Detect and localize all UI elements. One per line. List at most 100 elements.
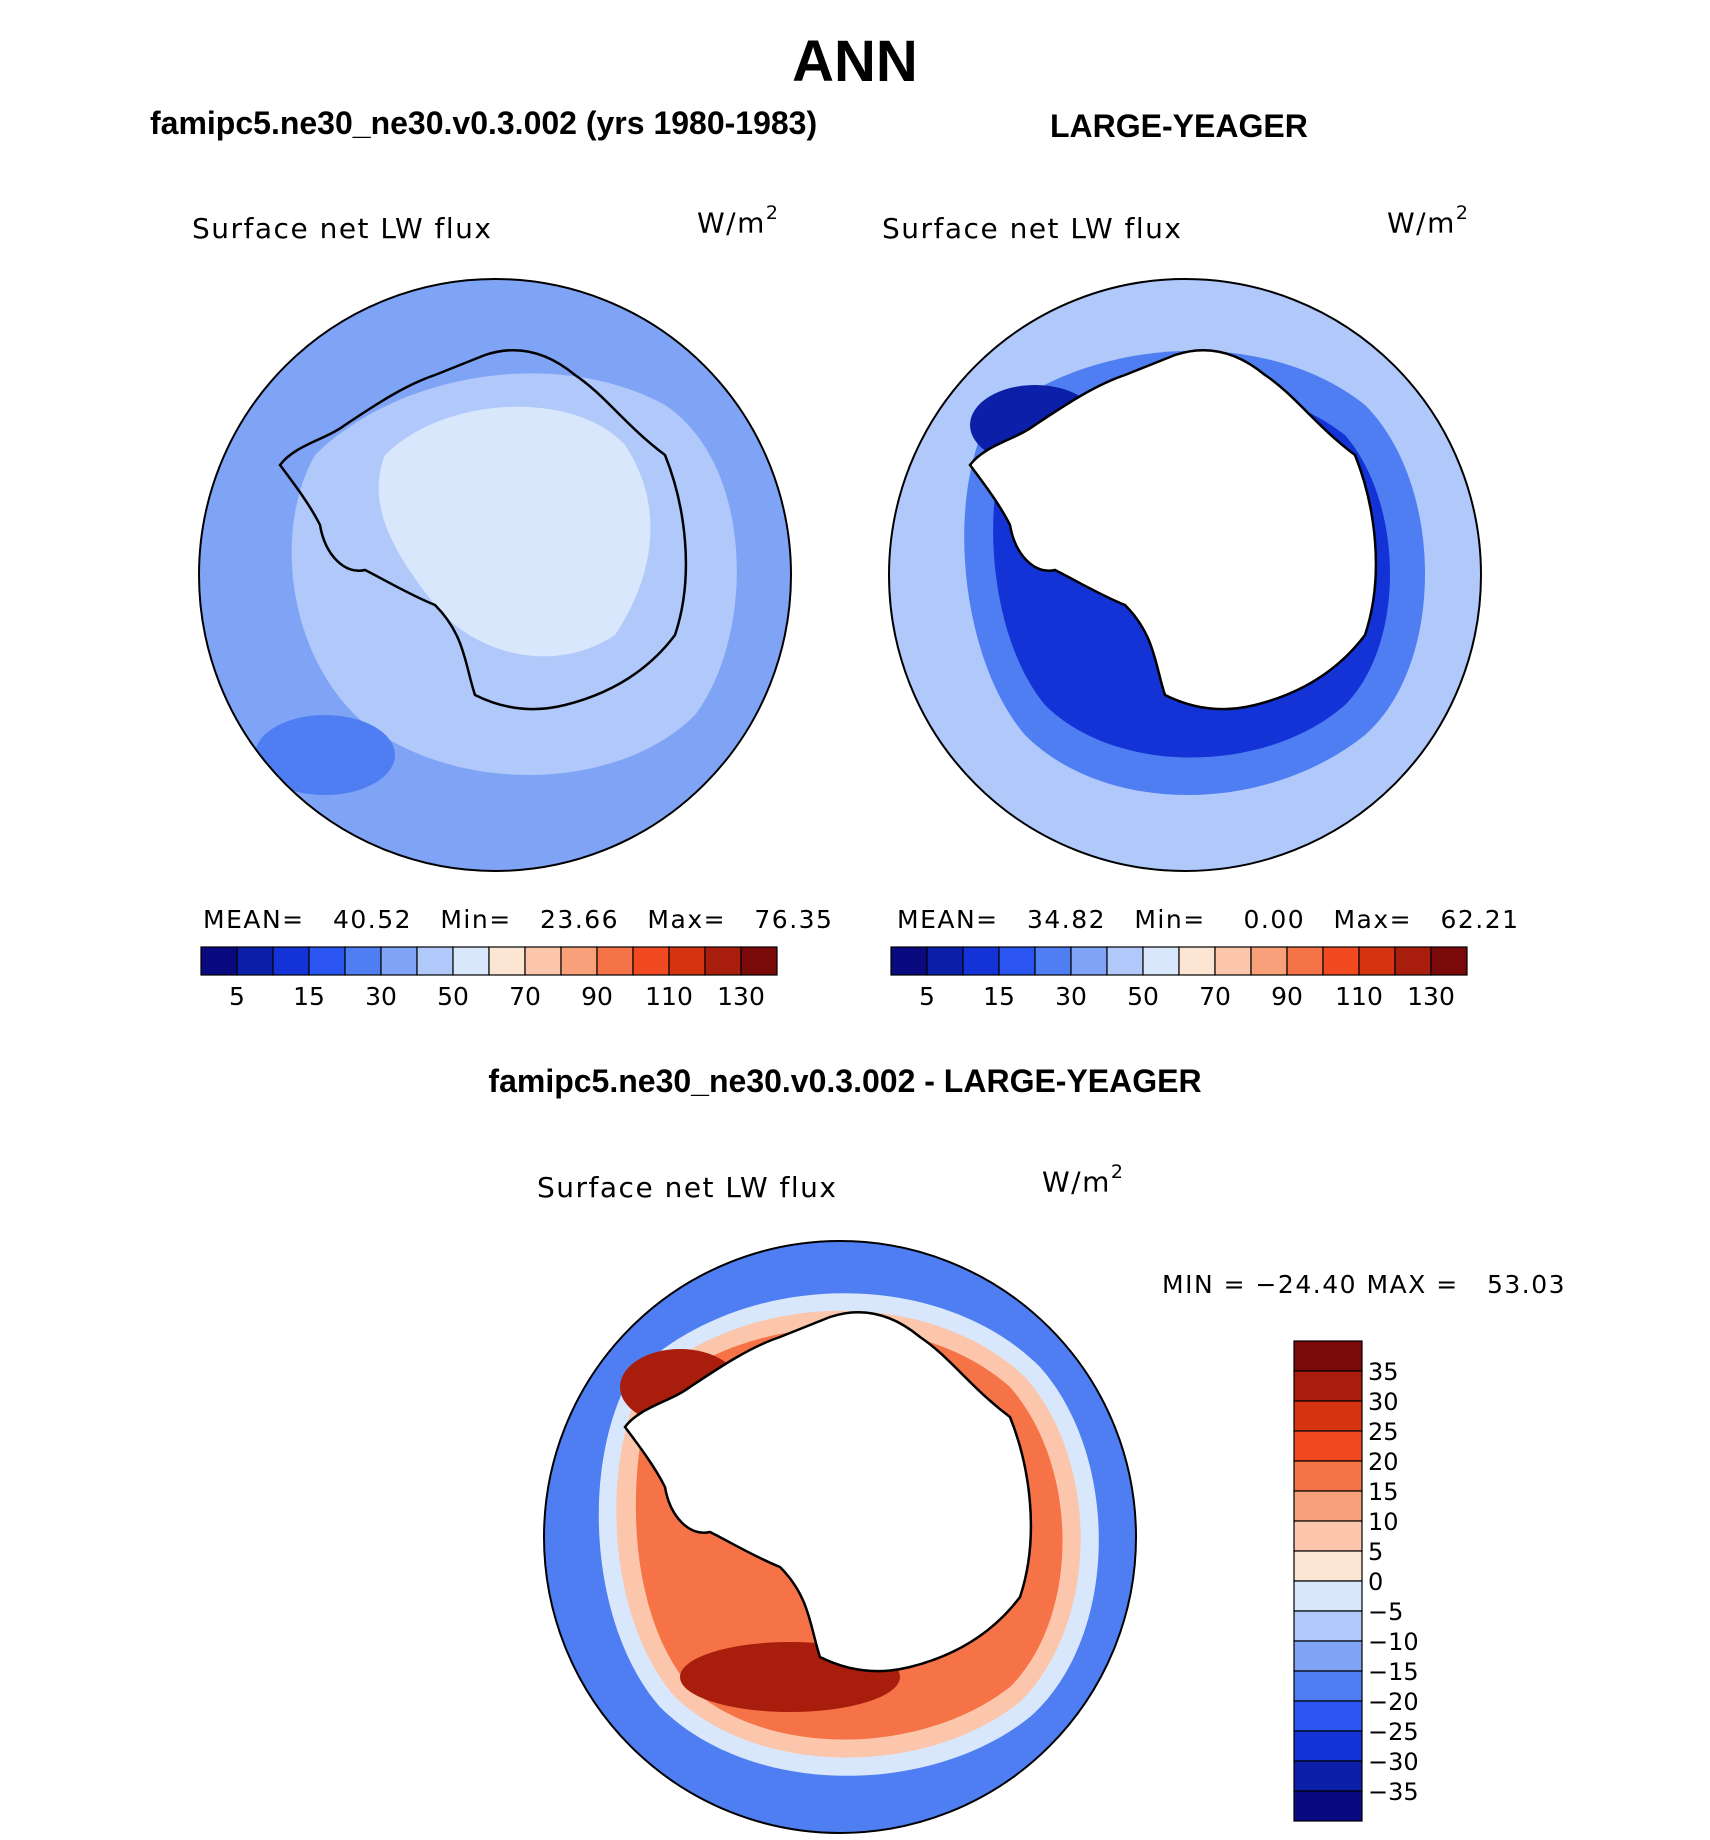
difference-colorbar-tick-label: 10 — [1368, 1508, 1399, 1536]
difference-colorbar-swatch — [1293, 1550, 1363, 1582]
difference-colorbar-swatch — [1293, 1640, 1363, 1672]
model-colorbar-tick-label: 110 — [645, 982, 693, 1011]
obs-colorbar-tick-label: 15 — [983, 982, 1015, 1011]
panel-2-heading: LARGE-YEAGER — [1050, 108, 1308, 144]
obs-map-border — [888, 278, 1482, 872]
difference-colorbar-swatch — [1293, 1670, 1363, 1702]
difference-colorbar-tick-label: −30 — [1368, 1748, 1419, 1776]
obs-colorbar-swatch — [1358, 946, 1396, 976]
model-colorbar-swatch — [236, 946, 274, 976]
obs-colorbar-tick-label: 70 — [1199, 982, 1231, 1011]
model-colorbar-swatch — [488, 946, 526, 976]
model-colorbar-tick-label: 5 — [229, 982, 245, 1011]
difference-colorbar-tick-label: 5 — [1368, 1538, 1383, 1566]
model-colorbar-swatch — [200, 946, 238, 976]
model-colorbar-swatch — [452, 946, 490, 976]
difference-colorbar-swatch — [1293, 1460, 1363, 1492]
difference-colorbar-tick-label: 25 — [1368, 1418, 1399, 1446]
model-colorbar-swatch — [560, 946, 598, 976]
obs-colorbar-swatch — [890, 946, 928, 976]
obs-colorbar-swatch — [1214, 946, 1252, 976]
obs-colorbar-swatch — [1394, 946, 1432, 976]
model-colorbar: 5 15 30 50 70 90 110 130 — [200, 946, 778, 1011]
difference-colorbar-tick-label: 30 — [1368, 1388, 1399, 1416]
model-colorbar-swatch — [524, 946, 562, 976]
panel-3-heading: famipc5.ne30_ne30.v0.3.002 - LARGE-YEAGE… — [488, 1063, 1202, 1099]
difference-colorbar-tick-label: 35 — [1368, 1358, 1399, 1386]
difference-colorbar-tick-label: 20 — [1368, 1448, 1399, 1476]
obs-colorbar-swatch — [1142, 946, 1180, 976]
difference-colorbar-swatch — [1293, 1400, 1363, 1432]
model-colorbar-swatch — [416, 946, 454, 976]
difference-colorbar-tick-label: −10 — [1368, 1628, 1419, 1656]
diff-map-border — [543, 1240, 1137, 1834]
model-colorbar-swatch — [632, 946, 670, 976]
difference-colorbar-swatch — [1293, 1580, 1363, 1612]
difference-colorbar-swatch — [1293, 1490, 1363, 1522]
obs-colorbar: 5 15 30 50 70 90 110 130 — [890, 946, 1468, 1011]
difference-colorbar-swatch — [1293, 1700, 1363, 1732]
obs-land-mask — [970, 350, 1376, 710]
diff-land-mask — [625, 1312, 1031, 1672]
model-colorbar-swatch — [272, 946, 310, 976]
panel-2-variable-label: Surface net LW flux — [882, 212, 1183, 245]
difference-colorbar-swatch — [1293, 1370, 1363, 1402]
difference-colorbar-tick-label: 15 — [1368, 1478, 1399, 1506]
obs-colorbar-swatch — [1250, 946, 1288, 976]
obs-colorbar-swatch — [1430, 946, 1468, 976]
model-colorbar-swatch — [344, 946, 382, 976]
difference-colorbar-tick-label: −20 — [1368, 1688, 1419, 1716]
model-colorbar-swatch — [380, 946, 418, 976]
panel-1-stats: MEAN= 40.52 Min= 23.66 Max= 76.35 — [203, 905, 834, 934]
obs-colorbar-tick-label: 90 — [1271, 982, 1303, 1011]
obs-colorbar-tick-label: 30 — [1055, 982, 1087, 1011]
difference-colorbar-tick-label: −25 — [1368, 1718, 1419, 1746]
model-map-border — [198, 278, 792, 872]
model-colorbar-swatch — [596, 946, 634, 976]
panel-1-units: W/m2 — [697, 202, 780, 240]
difference-colorbar-tick-label: −5 — [1368, 1598, 1403, 1626]
model-colorbar-tick-label: 90 — [581, 982, 613, 1011]
obs-colorbar-tick-label: 50 — [1127, 982, 1159, 1011]
difference-colorbar-tick-label: −35 — [1368, 1778, 1419, 1806]
difference-colorbar-swatch — [1293, 1730, 1363, 1762]
model-map — [198, 278, 792, 872]
model-interior-zone — [378, 406, 651, 657]
panel-1-heading: famipc5.ne30_ne30.v0.3.002 (yrs 1980-198… — [150, 105, 818, 141]
model-colorbar-swatch — [308, 946, 346, 976]
model-colorbar-tick-label: 15 — [293, 982, 325, 1011]
diff-antarctica-coastline — [623, 1311, 1033, 1673]
obs-colorbar-swatch — [1070, 946, 1108, 976]
obs-colorbar-swatch — [926, 946, 964, 976]
model-antarctica-coastline — [278, 349, 688, 711]
obs-colorbar-swatch — [1106, 946, 1144, 976]
obs-colorbar-swatch — [1034, 946, 1072, 976]
main-title: ANN — [792, 29, 918, 94]
panel-3-variable-label: Surface net LW flux — [537, 1171, 838, 1204]
difference-colorbar-swatch — [1293, 1790, 1363, 1822]
model-low-patch — [255, 715, 395, 795]
difference-colorbar-swatch — [1293, 1610, 1363, 1642]
difference-colorbar-tick-label: 0 — [1368, 1568, 1383, 1596]
model-colorbar-swatch — [704, 946, 742, 976]
model-colorbar-tick-label: 30 — [365, 982, 397, 1011]
model-colorbar-tick-label: 50 — [437, 982, 469, 1011]
panel-3-units: W/m2 — [1042, 1161, 1125, 1199]
difference-colorbar-swatch — [1293, 1340, 1363, 1372]
obs-colorbar-swatch — [1286, 946, 1324, 976]
obs-colorbar-tick-label: 130 — [1407, 982, 1455, 1011]
model-colorbar-tick-label: 130 — [717, 982, 765, 1011]
difference-colorbar-swatch — [1293, 1760, 1363, 1792]
difference-colorbar-swatch — [1293, 1520, 1363, 1552]
difference-colorbar-swatch — [1293, 1430, 1363, 1462]
model-colorbar-swatch — [668, 946, 706, 976]
obs-antarctica-coastline — [968, 349, 1378, 711]
panel-2-stats: MEAN= 34.82 Min= 0.00 Max= 62.21 — [897, 905, 1520, 934]
obs-colorbar-swatch — [962, 946, 1000, 976]
obs-colorbar-swatch — [998, 946, 1036, 976]
model-colorbar-tick-label: 70 — [509, 982, 541, 1011]
difference-map — [543, 1240, 1137, 1834]
panel-2-units: W/m2 — [1387, 202, 1470, 240]
obs-colorbar-swatch — [1178, 946, 1216, 976]
